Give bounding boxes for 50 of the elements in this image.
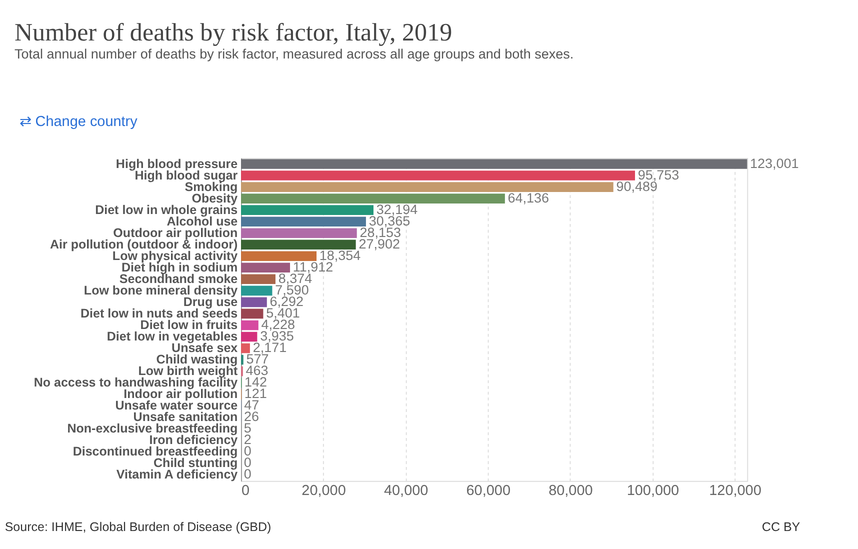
y-tick-label: Non-exclusive breastfeeding: [67, 422, 238, 436]
y-tick-label: No access to handwashing facility: [34, 376, 238, 390]
y-tick-label: Child stunting: [154, 456, 238, 470]
y-tick-label: Diet low in vegetables: [106, 330, 238, 344]
bar: [241, 343, 250, 354]
y-tick-label: Discontinued breastfeeding: [72, 444, 238, 459]
x-tick-label: 60,000: [466, 482, 510, 499]
x-tick-label: 0: [241, 482, 250, 499]
y-tick-label: Low birth weight: [138, 364, 238, 378]
bar: [241, 274, 276, 284]
y-tick-label: Unsafe sanitation: [133, 410, 238, 424]
x-tick-label: 100,000: [626, 482, 680, 499]
text: ⇄ Change country: [19, 114, 138, 130]
x-tick-label: 120,000: [709, 482, 762, 499]
y-tick-label: Diet high in sodium: [122, 260, 238, 275]
y-tick-label: Outdoor air pollution: [113, 226, 238, 240]
data-label: 64,136: [508, 190, 550, 206]
y-tick-label: Child wasting: [156, 352, 238, 367]
bar: [241, 182, 614, 192]
bar: [241, 297, 267, 308]
bar: [241, 159, 748, 169]
bar: [241, 194, 505, 204]
chart-title: Number of deaths by risk factor, Italy, 2019: [14, 19, 452, 46]
bar: [241, 170, 636, 180]
y-tick-label: Vitamin A deficiency: [116, 468, 238, 482]
bar: [241, 228, 357, 238]
bar: [241, 286, 272, 296]
bar: [241, 251, 317, 262]
bar: [241, 216, 366, 226]
chart-subtitle: Total annual number of deaths by risk factor, measured across all age groups and both sexes.: [14, 46, 574, 62]
x-tick-label: 20,000: [302, 482, 346, 499]
y-tick-label: Diet low in nuts and seeds: [80, 306, 238, 321]
y-tick-label: Diet low in fruits: [140, 318, 238, 332]
bar: [241, 262, 290, 273]
y-tick-label: Indoor air pollution: [124, 387, 238, 402]
bar: [241, 240, 356, 250]
x-tick-label: 80,000: [548, 482, 593, 499]
data-label: 123,001: [750, 156, 799, 171]
bar: [241, 205, 374, 215]
y-tick-label: Secondhand smoke: [119, 272, 238, 286]
y-tick-label: High blood pressure: [116, 156, 238, 171]
x-tick-label: 40,000: [384, 482, 428, 499]
source-note: Source: IHME, Global Burden of Disease (GBD): [4, 520, 272, 534]
y-tick-label: Iron deficiency: [149, 433, 238, 448]
bar: [241, 332, 258, 342]
text: CC BY: [762, 520, 801, 534]
y-tick-label: Unsafe sex: [172, 341, 238, 356]
y-tick-label: Low bone mineral density: [84, 284, 238, 298]
bar: [241, 320, 258, 330]
bar: [241, 308, 264, 319]
